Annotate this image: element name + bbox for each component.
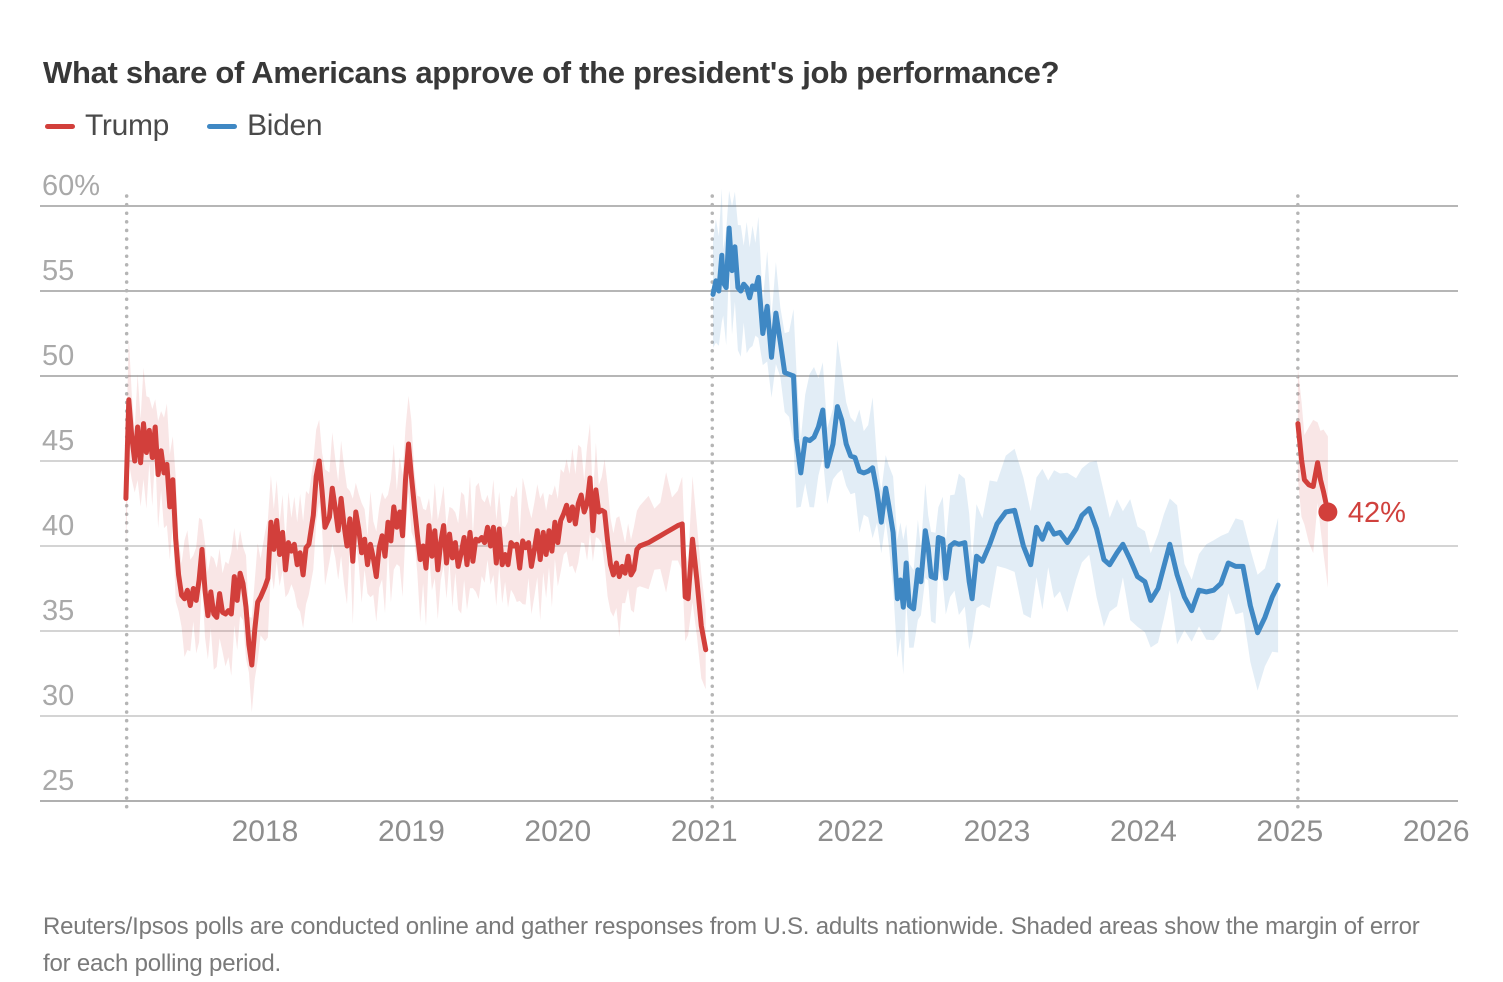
legend-label-trump: Trump: [85, 109, 170, 142]
biden-term-line: [710, 225, 1281, 636]
x-tick-label-2021: 2021: [671, 815, 738, 848]
legend-item-trump: Trump: [45, 109, 169, 143]
source-note-line2: for each polling period.: [43, 950, 282, 977]
trump-line-swatch-icon: [45, 123, 75, 129]
y-tick-label-30: 30: [42, 680, 74, 712]
y-tick-label-35: 35: [42, 595, 74, 627]
x-tick-label-2025: 2025: [1256, 815, 1323, 848]
y-tick-label-40: 40: [42, 510, 74, 542]
biden-line-swatch-icon: [207, 123, 238, 129]
x-tick-label-2023: 2023: [964, 815, 1031, 848]
x-tick-label-2018: 2018: [232, 815, 299, 848]
legend: Trump Biden: [45, 109, 323, 143]
trump-second-term-end-dot: [1318, 502, 1338, 522]
x-tick-label-2024: 2024: [1110, 815, 1177, 848]
trump-second-term-line: [1295, 421, 1331, 515]
y-tick-label-55: 55: [42, 255, 74, 287]
biden-term-error-band: [713, 188, 1279, 691]
legend-item-biden: Biden: [207, 109, 323, 143]
latest-approval-annotation: 42%: [1348, 497, 1406, 529]
x-tick-label-2022: 2022: [817, 815, 884, 848]
source-note: Reuters/Ipsos polls are conducted online…: [43, 908, 1420, 982]
page-title: What share of Americans approve of the p…: [43, 54, 1060, 90]
y-tick-label-60: 60%: [42, 170, 100, 202]
source-note-line1: Reuters/Ipsos polls are conducted online…: [43, 913, 1420, 940]
legend-label-biden: Biden: [247, 109, 323, 142]
x-tick-label-2019: 2019: [378, 815, 445, 848]
y-tick-label-45: 45: [42, 425, 74, 457]
y-tick-label-50: 50: [42, 340, 74, 372]
x-tick-label-2020: 2020: [524, 815, 591, 848]
y-tick-label-25: 25: [42, 765, 74, 797]
x-tick-label-2026: 2026: [1403, 815, 1470, 848]
trump-first-term-line: [123, 397, 709, 668]
